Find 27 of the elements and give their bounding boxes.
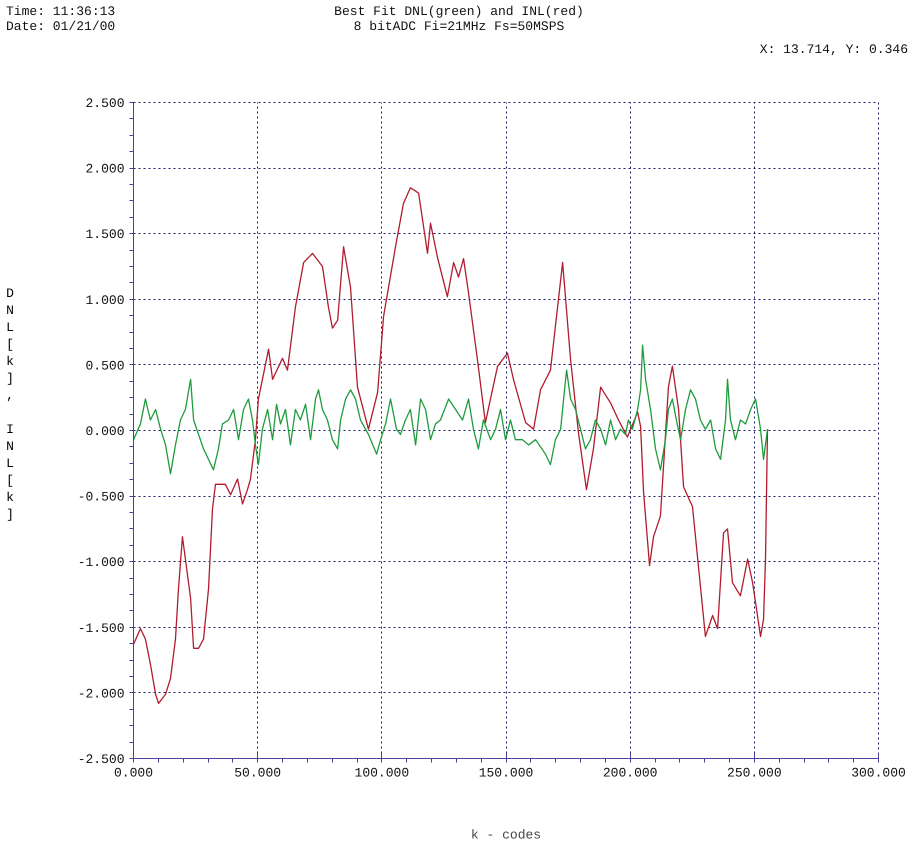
y-tick-label: -1.000 (78, 555, 125, 570)
y-tick-label: 2.000 (85, 162, 125, 177)
line-series (134, 344, 768, 474)
y-tick-label: -2.000 (78, 686, 125, 702)
chart-subtitle: 8 bitADC Fi=21MHz Fs=50MSPS (354, 19, 564, 34)
y-tick-label: 0.500 (85, 358, 125, 374)
text: Date: 01/21/00 (6, 19, 116, 34)
y-tick-label: -0.500 (78, 490, 125, 505)
text: DNL[k], INL[k] (6, 286, 14, 522)
x-axis-title: k - codes (470, 828, 542, 842)
line-series (134, 187, 768, 704)
y-tick-label: 2.500 (85, 96, 125, 111)
x-tick-label: 0.000 (114, 766, 154, 780)
text: Time: 11:36:13 (6, 4, 116, 19)
x-tick-label: 250.000 (727, 766, 782, 780)
x-tick-label: 150.000 (478, 766, 534, 780)
x-tick-label: 100.000 (354, 766, 410, 780)
chart-title: Best Fit DNL(green) and INL(red) (334, 4, 584, 19)
text: X: 13.714, Y: 0.346 (760, 42, 908, 57)
y-tick-label: 0.000 (85, 424, 125, 439)
x-tick-label: 300.000 (851, 766, 906, 780)
y-tick-label: 1.500 (85, 227, 125, 242)
y-tick-label: 1.000 (85, 292, 125, 308)
y-tick-label: -2.500 (78, 752, 125, 767)
x-tick-label: 50.000 (234, 766, 282, 780)
y-tick-label: -1.500 (78, 620, 125, 636)
x-tick-label: 200.000 (602, 766, 658, 780)
